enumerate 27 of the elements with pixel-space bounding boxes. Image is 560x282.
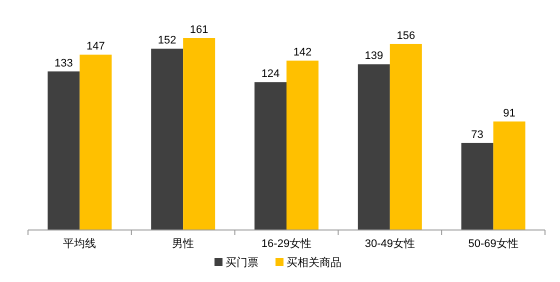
data-label: 73 xyxy=(471,128,484,141)
data-label: 139 xyxy=(364,50,384,62)
bar xyxy=(183,38,216,230)
data-label: 152 xyxy=(158,34,176,47)
x-tick-label: 男性 xyxy=(172,238,194,250)
bar xyxy=(286,60,318,230)
data-label: 133 xyxy=(54,57,73,70)
bar xyxy=(151,48,184,230)
data-label: 147 xyxy=(86,40,105,53)
legend-label: 买门票 xyxy=(226,256,258,269)
data-label: 161 xyxy=(190,24,208,36)
data-label: 156 xyxy=(396,30,416,42)
x-tick-label: 50-69女性 xyxy=(468,238,518,250)
bar xyxy=(493,121,526,230)
bar xyxy=(80,54,112,230)
x-tick-label: 平均线 xyxy=(63,237,96,250)
data-label: 124 xyxy=(261,68,280,80)
bar xyxy=(390,44,422,230)
legend-label: 买相关商品 xyxy=(286,256,342,269)
data-label: 142 xyxy=(293,46,312,59)
bar xyxy=(254,82,286,230)
x-tick-label: 16-29女性 xyxy=(261,238,312,250)
bar xyxy=(461,142,494,230)
bar xyxy=(358,64,390,230)
bar xyxy=(48,71,80,230)
x-tick-label: 30-49女性 xyxy=(364,238,415,250)
data-label: 91 xyxy=(503,107,516,120)
